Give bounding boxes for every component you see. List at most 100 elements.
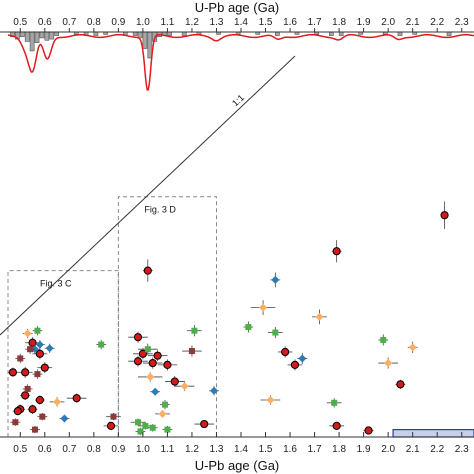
data-point [23, 329, 32, 338]
data-point [384, 359, 393, 368]
data-point [138, 349, 147, 358]
bottom-tick-label: 0.6 [38, 444, 52, 455]
bottom-tick-label: 0.8 [87, 444, 101, 455]
data-point [158, 409, 167, 418]
data-point [188, 348, 195, 355]
data-point [259, 303, 268, 312]
data-point [380, 336, 387, 343]
top-tick-label: 1.3 [210, 17, 224, 28]
box-outline [7, 270, 119, 437]
data-point [364, 426, 373, 435]
top-tick-label: 0.9 [111, 17, 125, 28]
bottom-tick-label: 0.9 [111, 444, 125, 455]
data-point [161, 401, 168, 408]
data-point [148, 358, 157, 368]
top-tick-label: 2.0 [381, 17, 395, 28]
data-point [35, 349, 44, 358]
data-point [281, 347, 290, 357]
one-to-one-line [0, 55, 296, 336]
bottom-tick-label: 0.7 [62, 444, 76, 455]
bottom-tick-label: 1.5 [259, 444, 273, 455]
data-point [35, 340, 44, 349]
data-point [133, 333, 143, 342]
histogram-bar [93, 31, 99, 36]
data-point [34, 371, 41, 378]
top-tick-label: 1.7 [308, 17, 322, 28]
data-point [180, 382, 189, 391]
data-point [408, 343, 417, 352]
histogram-bar [54, 31, 60, 36]
data-point [266, 396, 275, 405]
top-tick-label: 2.3 [455, 17, 469, 28]
data-point [170, 377, 179, 386]
top-tick-label: 1.9 [357, 17, 371, 28]
top-tick-label: 1.5 [259, 17, 273, 28]
bottom-tick-label: 1.7 [308, 444, 322, 455]
data-point [396, 380, 405, 389]
data-point [271, 275, 280, 284]
data-point [35, 395, 44, 405]
data-point [332, 247, 341, 256]
top-tick-label: 1.6 [283, 17, 297, 28]
data-point [24, 385, 31, 392]
bottom-tick-label: 1.3 [210, 444, 224, 455]
bottom-tick-label: 1.4 [234, 444, 248, 455]
data-point [134, 419, 141, 426]
data-point [21, 368, 30, 377]
histogram-bar [397, 31, 403, 36]
data-point [72, 394, 81, 403]
histogram-bar [142, 31, 148, 49]
data-point [440, 211, 449, 220]
data-point [151, 387, 160, 396]
box-label: Fig. 3 C [40, 279, 72, 289]
histogram-bar [338, 31, 344, 36]
data-points [8, 201, 449, 436]
data-point [149, 424, 156, 431]
data-point [298, 354, 307, 363]
data-point [12, 419, 19, 426]
data-point [143, 266, 152, 275]
data-point [110, 413, 117, 420]
data-point [34, 327, 41, 334]
data-point [332, 421, 341, 431]
histogram-bar [24, 31, 30, 42]
histogram-bar [147, 31, 153, 59]
top-x-axis: 0.5 0.6 0.7 0.8 0.9 1.0 1.1 1.2 1.3 1.4 1.5 1.6 1.7 1… [0, 17, 474, 33]
bottom-tick-label: 2.0 [381, 444, 395, 455]
data-point [163, 360, 172, 370]
bottom-tick-label: 2.2 [430, 444, 444, 455]
data-point [31, 426, 38, 433]
data-point [53, 397, 62, 406]
top-tick-label: 0.8 [87, 17, 101, 28]
bottom-tick-label: 1.0 [136, 444, 150, 455]
histogram-bar [328, 31, 334, 36]
histogram-bar [132, 31, 138, 36]
data-point [60, 414, 69, 423]
bottom-tick-label: 2.1 [406, 444, 420, 455]
bottom-tick-label: 2.3 [455, 444, 469, 455]
data-point [153, 351, 162, 360]
data-point [331, 399, 338, 406]
top-x-axis-title: U-Pb age (Ga) [195, 0, 280, 15]
data-point [137, 428, 144, 435]
reference-line: 1:1 [0, 55, 474, 438]
histogram-bar [34, 31, 40, 43]
bottom-x-axis: 0.5 0.6 0.7 0.8 0.9 1.0 1.1 1.2 1.3 1.4 1.5 1.6 1.7 1… [0, 432, 474, 455]
histogram-bar [29, 31, 35, 52]
bottom-tick-label: 1.6 [283, 444, 297, 455]
histogram-bar [167, 31, 172, 36]
histogram-bar [275, 31, 280, 36]
top-tick-label: 0.5 [13, 17, 27, 28]
boxes: Fig. 3 D Fig. 3 C [7, 196, 217, 437]
box-outline [117, 196, 217, 437]
kde-curve [7, 33, 474, 91]
histogram-bar [39, 31, 45, 39]
histogram-bar [181, 31, 187, 36]
top-tick-label: 1.0 [136, 17, 150, 28]
bottom-x-axis-title: U-Pb age (Ga) [195, 458, 280, 473]
histogram-bar [19, 31, 25, 38]
data-point [13, 407, 22, 416]
data-point [200, 419, 209, 429]
data-point [146, 372, 155, 381]
